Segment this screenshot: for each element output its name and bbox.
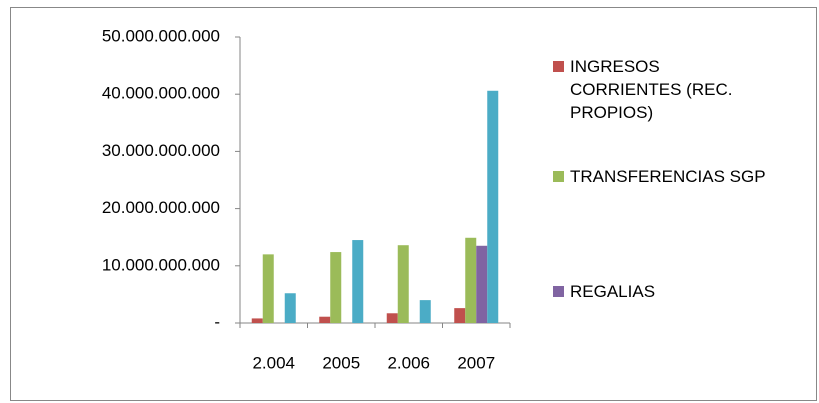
legend-label: TRANSFERENCIAS SGP [570, 167, 766, 186]
y-tick-label: 40.000.000.000 [102, 84, 220, 103]
bar [262, 254, 274, 323]
y-tick-label: 30.000.000.000 [102, 141, 220, 160]
y-tick-label: - [214, 312, 220, 331]
legend-label: REGALIAS [570, 282, 656, 301]
bar [386, 313, 398, 323]
y-tick-label: 10.000.000.000 [102, 255, 220, 274]
x-tick-label: 2.004 [252, 353, 295, 372]
x-tick-label: 2.006 [387, 353, 430, 372]
bar [319, 316, 331, 323]
bar [476, 245, 488, 323]
bar [465, 237, 477, 323]
bar [330, 252, 342, 323]
x-tick-label: 2007 [457, 353, 495, 372]
bar [352, 240, 364, 323]
bar [487, 90, 499, 323]
legend-swatch [553, 171, 564, 182]
bar [419, 300, 431, 323]
bar [284, 293, 296, 323]
bar [397, 245, 409, 323]
y-tick-label: 50.000.000.000 [102, 26, 220, 45]
legend-swatch [553, 286, 564, 297]
bar [454, 308, 466, 323]
y-tick-label: 20.000.000.000 [102, 198, 220, 217]
bar [251, 318, 263, 323]
x-tick-label: 2005 [322, 353, 360, 372]
legend-label: INGRESOS CORRIENTES (REC. PROPIOS) [570, 57, 733, 122]
legend-swatch [553, 61, 564, 72]
chart-frame [10, 7, 817, 401]
